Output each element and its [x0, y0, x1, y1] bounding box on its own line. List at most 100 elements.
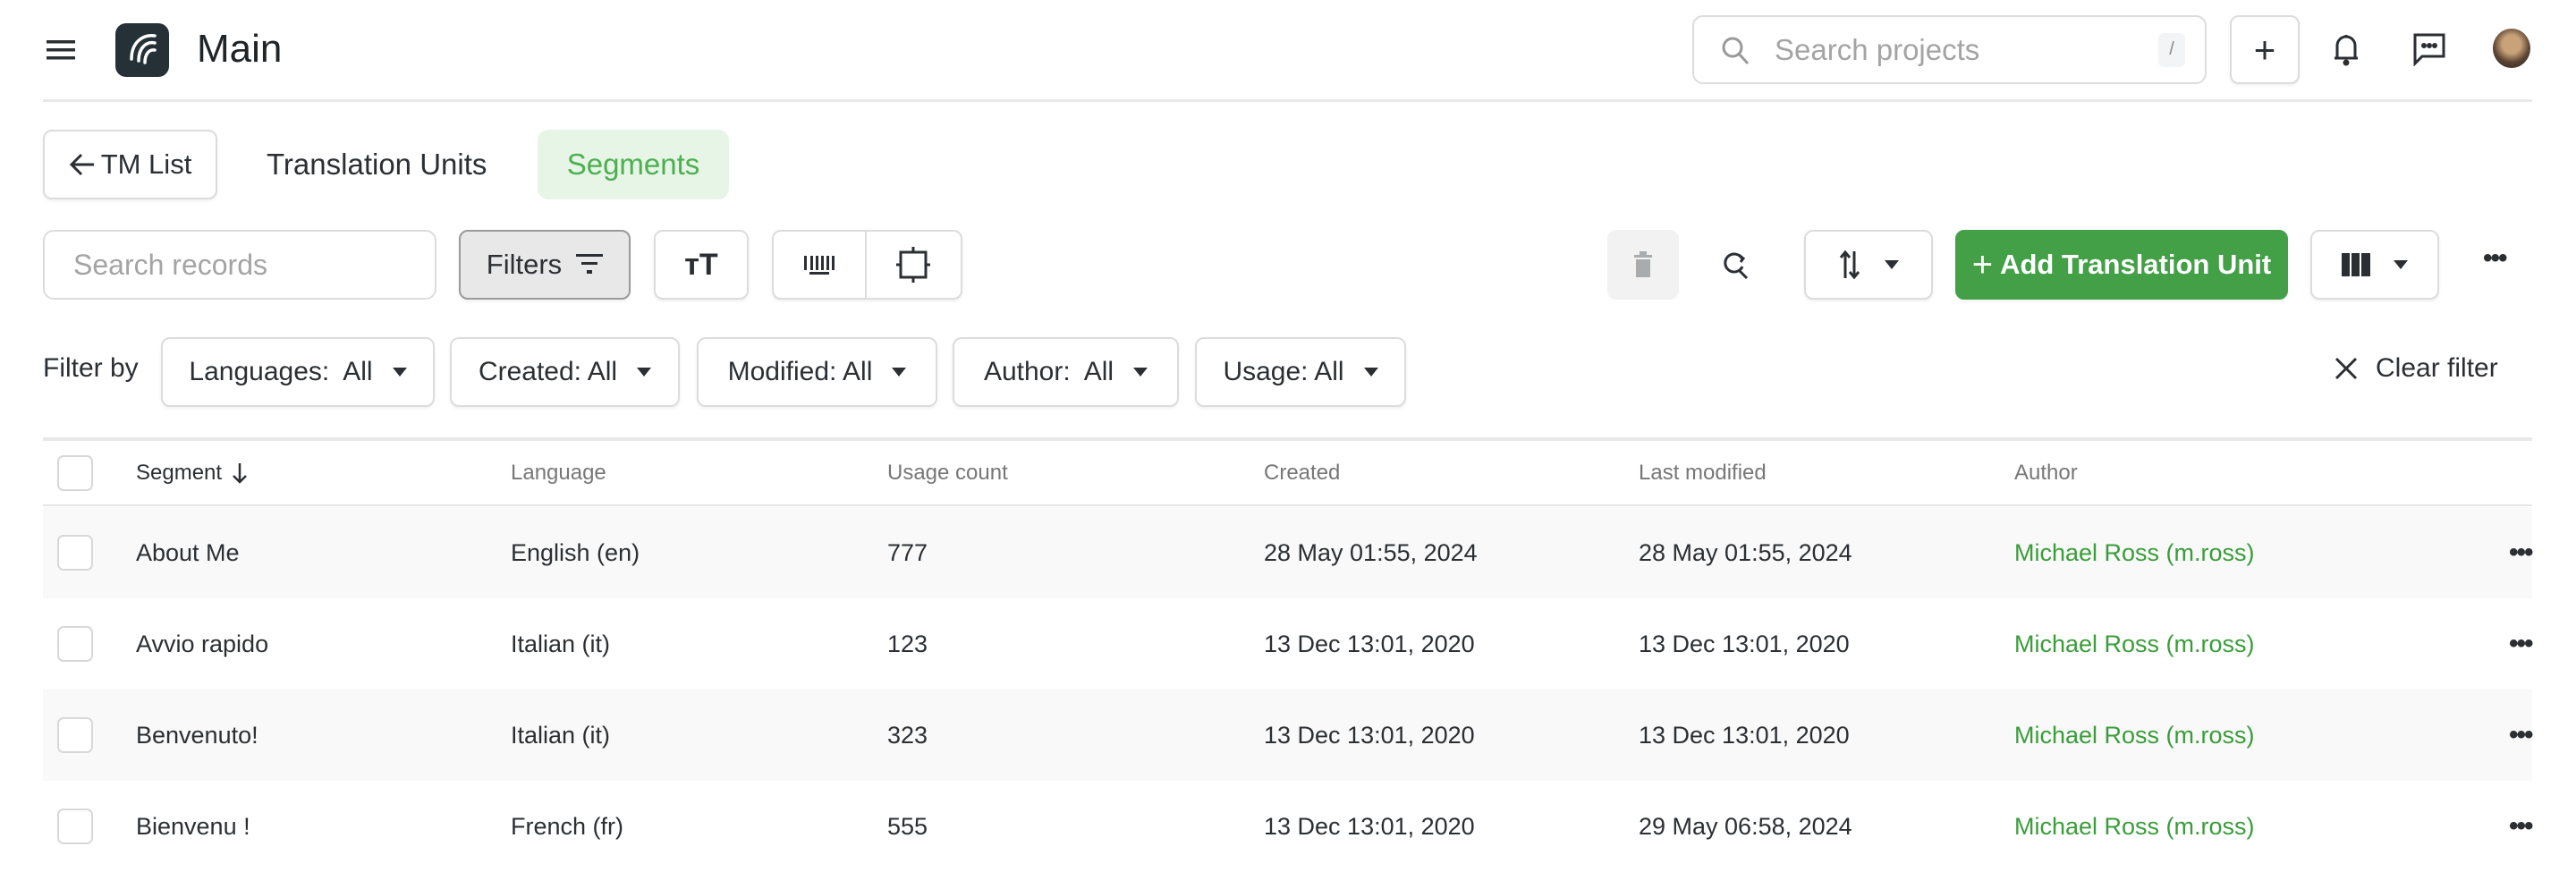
cell-author[interactable]: Michael Ross (m.ross): [2014, 538, 2255, 566]
plus-icon: +: [1971, 244, 1994, 284]
user-avatar[interactable]: [2493, 29, 2530, 68]
filter-created[interactable]: Created: All: [450, 337, 680, 407]
add-translation-unit-button[interactable]: + Add Translation Unit: [1955, 230, 2288, 300]
cell-author[interactable]: Michael Ross (m.ross): [2014, 630, 2255, 657]
cell-usage: 323: [887, 721, 928, 749]
sort-button[interactable]: [1804, 230, 1933, 300]
cell-segment: Benvenuto!: [136, 721, 258, 749]
search-placeholder: Search projects: [1775, 32, 1980, 66]
cell-created: 13 Dec 13:01, 2020: [1264, 630, 1475, 657]
filter-value: All: [1314, 357, 1344, 386]
column-header-created[interactable]: Created: [1264, 460, 1341, 485]
cell-segment: About Me: [136, 538, 240, 566]
cell-modified: 13 Dec 13:01, 2020: [1639, 721, 1850, 749]
cell-language: Italian (it): [511, 630, 611, 657]
add-label: Add Translation Unit: [2000, 249, 2272, 280]
chat-icon[interactable]: [2412, 32, 2446, 66]
filter-languages[interactable]: Languages: All: [161, 337, 435, 407]
row-more-icon[interactable]: •••: [2509, 629, 2533, 658]
header-divider: [43, 99, 2532, 102]
cell-author[interactable]: Michael Ross (m.ross): [2014, 721, 2255, 749]
page-title: Main: [197, 27, 283, 71]
close-icon: [2334, 357, 2358, 380]
app-logo[interactable]: [115, 23, 169, 77]
tab-translation-units[interactable]: Translation Units: [267, 148, 487, 181]
view-toggle-group: [772, 230, 962, 300]
filter-name: Modified:: [727, 357, 837, 386]
back-to-tm-list-button[interactable]: TM List: [43, 130, 217, 199]
cell-segment: Avvio rapido: [136, 630, 269, 657]
sort-arrows-icon: [1838, 250, 1861, 280]
caret-down-icon: [1363, 368, 1378, 377]
crop-view-button[interactable]: [867, 232, 960, 298]
column-header-segment[interactable]: Segment: [136, 441, 249, 504]
table-row[interactable]: Benvenuto! Italian (it) 323 13 Dec 13:01, 2…: [43, 690, 2533, 781]
text-size-icon: ᴛT: [684, 247, 718, 282]
column-header-last-modified[interactable]: Last modified: [1639, 460, 1767, 485]
more-options-icon[interactable]: •••: [2483, 243, 2507, 273]
row-more-icon[interactable]: •••: [2509, 720, 2533, 749]
caret-down-icon: [1885, 260, 1899, 269]
caret-down-icon: [392, 368, 407, 377]
cell-modified: 28 May 01:55, 2024: [1639, 538, 1852, 566]
create-button[interactable]: +: [2230, 15, 2300, 84]
cell-usage: 123: [887, 630, 928, 657]
clear-filter-button[interactable]: Clear filter: [2334, 353, 2498, 384]
columns-button[interactable]: [2310, 230, 2439, 300]
bell-icon[interactable]: [2332, 32, 2360, 66]
cell-created: 13 Dec 13:01, 2020: [1264, 812, 1475, 840]
row-more-icon[interactable]: •••: [2509, 538, 2533, 567]
table-top-border: [43, 437, 2532, 441]
find-replace-icon[interactable]: [1719, 249, 1751, 281]
column-header-language[interactable]: Language: [511, 460, 606, 485]
filter-value: All: [843, 357, 873, 386]
column-header-author[interactable]: Author: [2014, 460, 2078, 485]
filter-modified[interactable]: Modified: All: [697, 337, 937, 407]
back-label: TM List: [100, 148, 192, 180]
filter-icon: [576, 254, 604, 275]
delete-button[interactable]: [1607, 230, 1679, 300]
arrow-left-icon: [69, 151, 96, 178]
cell-modified: 13 Dec 13:01, 2020: [1639, 630, 1850, 657]
filter-author[interactable]: Author: All: [953, 337, 1179, 407]
cell-created: 28 May 01:55, 2024: [1264, 538, 1478, 566]
filter-value: All: [343, 357, 373, 386]
filters-button[interactable]: Filters: [459, 230, 631, 300]
shortcut-badge: /: [2158, 32, 2185, 67]
cell-language: French (fr): [511, 812, 624, 840]
caret-down-icon: [892, 368, 907, 377]
row-checkbox[interactable]: [57, 535, 93, 571]
cell-usage: 555: [887, 812, 928, 840]
columns-icon: [2342, 253, 2370, 276]
cell-language: English (en): [511, 538, 640, 566]
column-header-usage-count[interactable]: Usage count: [887, 460, 1008, 485]
trash-icon: [1632, 250, 1654, 279]
filter-by-label: Filter by: [43, 353, 139, 383]
barcode-view-button[interactable]: [774, 232, 867, 298]
filter-usage[interactable]: Usage: All: [1195, 337, 1406, 407]
row-more-icon[interactable]: •••: [2509, 811, 2533, 841]
barcode-icon: [802, 252, 836, 277]
row-checkbox[interactable]: [57, 717, 93, 753]
row-checkbox[interactable]: [57, 626, 93, 662]
crop-frame-icon: [896, 246, 930, 284]
cell-author[interactable]: Michael Ross (m.ross): [2014, 812, 2255, 840]
search-projects-input[interactable]: Search projects /: [1692, 15, 2207, 84]
text-size-button[interactable]: ᴛT: [654, 230, 749, 300]
filter-name: Created:: [478, 357, 582, 386]
table-row[interactable]: Bienvenu ! French (fr) 555 13 Dec 13:01, 20…: [43, 781, 2533, 872]
filter-name: Author:: [983, 357, 1071, 386]
caret-down-icon: [637, 368, 652, 377]
table-row[interactable]: Avvio rapido Italian (it) 123 13 Dec 13:01,…: [43, 598, 2533, 690]
caret-down-icon: [1133, 368, 1148, 377]
select-all-checkbox[interactable]: [57, 454, 93, 491]
caret-down-icon: [2394, 260, 2408, 269]
table-row[interactable]: About Me English (en) 777 28 May 01:55, 202…: [43, 507, 2533, 598]
cell-usage: 777: [887, 538, 928, 566]
menu-icon[interactable]: [47, 39, 75, 61]
sort-desc-arrow-icon: [231, 461, 249, 485]
row-checkbox[interactable]: [57, 809, 93, 844]
search-records-input[interactable]: Search records: [43, 230, 436, 300]
tab-segments[interactable]: Segments: [538, 130, 729, 199]
filter-value: All: [587, 357, 618, 386]
